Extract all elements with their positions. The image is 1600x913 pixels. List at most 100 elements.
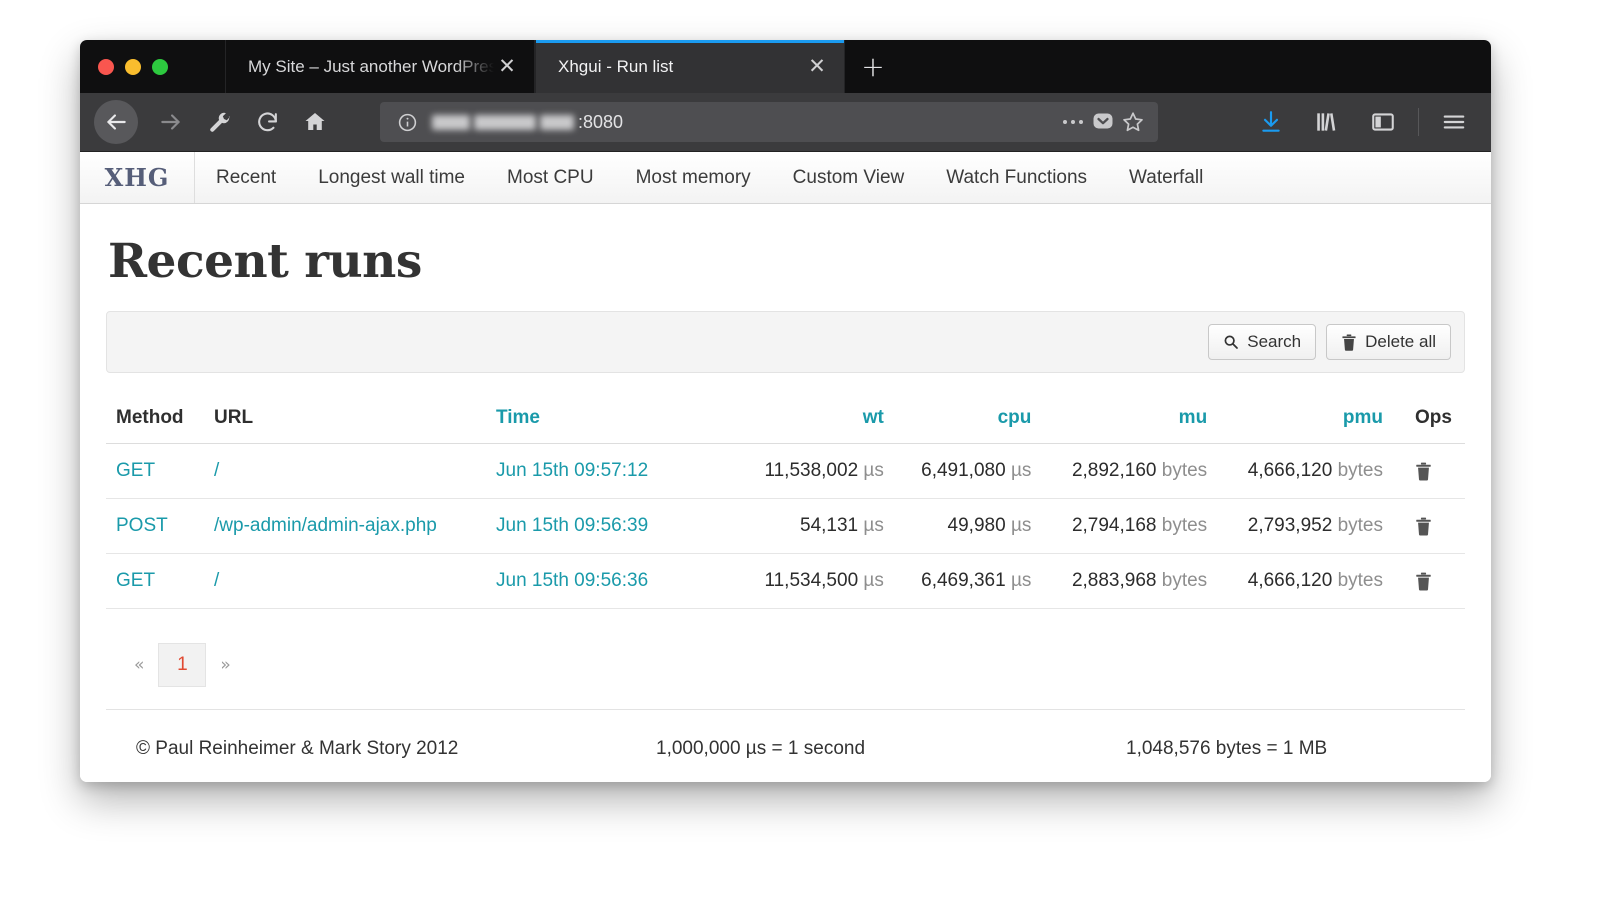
- close-window-button[interactable]: [98, 58, 114, 75]
- cell-ops[interactable]: [1393, 498, 1465, 554]
- cell-cpu: 49,980 µs: [893, 498, 1042, 554]
- search-button[interactable]: Search: [1208, 324, 1317, 360]
- cell-ops[interactable]: [1393, 553, 1465, 609]
- trash-icon[interactable]: [1415, 462, 1455, 481]
- cell-mu: 2,794,168 bytes: [1041, 498, 1218, 554]
- footer-copyright: © Paul Reinheimer & Mark Story 2012: [136, 737, 459, 759]
- cell-cpu: 6,469,361 µs: [893, 553, 1042, 609]
- url-bar[interactable]: :8080: [380, 102, 1158, 142]
- table-row: POST /wp-admin/admin-ajax.php Jun 15th 0…: [106, 498, 1465, 554]
- time-link[interactable]: Jun 15th 09:56:36: [496, 570, 649, 591]
- pagination-page-1[interactable]: 1: [158, 643, 207, 687]
- runs-table-head: Method URL Time wt cpu mu pmu Ops: [106, 397, 1465, 444]
- trash-icon[interactable]: [1415, 572, 1455, 591]
- cell-url: /: [204, 553, 486, 609]
- page-info-icon[interactable]: [392, 107, 422, 137]
- ellipsis-icon[interactable]: [1058, 107, 1088, 137]
- nav-item-recent[interactable]: Recent: [195, 152, 297, 203]
- footer-time-note: 1,000,000 µs = 1 second: [656, 737, 866, 759]
- reload-icon[interactable]: [246, 101, 288, 143]
- close-icon[interactable]: ✕: [498, 54, 516, 78]
- url-text: :8080: [432, 112, 1058, 133]
- nav-item-waterfall[interactable]: Waterfall: [1108, 152, 1224, 203]
- nav-item-watch-functions[interactable]: Watch Functions: [925, 152, 1108, 203]
- forward-icon[interactable]: [150, 101, 192, 143]
- runs-table-body: GET / Jun 15th 09:57:12 11,538,002 µs: [106, 443, 1465, 609]
- nav-item-most-cpu[interactable]: Most CPU: [486, 152, 615, 203]
- column-header-pmu[interactable]: pmu: [1217, 397, 1393, 444]
- pagination-prev[interactable]: «: [134, 655, 145, 675]
- url-port: :8080: [578, 111, 624, 132]
- browser-tab-xhgui[interactable]: Xhgui - Run list ✕: [535, 40, 845, 93]
- close-icon[interactable]: ✕: [808, 54, 826, 78]
- download-icon[interactable]: [1248, 101, 1294, 143]
- pmu-unit: bytes: [1337, 515, 1383, 536]
- browser-toolbar: :8080: [80, 93, 1491, 152]
- column-header-time[interactable]: Time: [486, 397, 736, 444]
- pmu-value: 4,666,120: [1247, 460, 1333, 481]
- column-header-wt[interactable]: wt: [736, 397, 894, 444]
- time-link[interactable]: Jun 15th 09:57:12: [496, 460, 649, 481]
- cell-time: Jun 15th 09:56:36: [486, 553, 736, 609]
- method-link[interactable]: POST: [116, 515, 168, 536]
- column-header-cpu[interactable]: cpu: [893, 397, 1042, 444]
- column-header-method: Method: [106, 397, 204, 444]
- browser-tab-wordpress[interactable]: My Site – Just another WordPress si ✕: [225, 40, 535, 93]
- wrench-icon[interactable]: [198, 101, 240, 143]
- cell-pmu: 4,666,120 bytes: [1217, 553, 1393, 609]
- url-link[interactable]: /: [214, 570, 220, 591]
- url-link[interactable]: /: [214, 460, 220, 481]
- menu-icon[interactable]: [1431, 101, 1477, 143]
- wt-value: 11,534,500: [764, 570, 859, 591]
- cell-pmu: 2,793,952 bytes: [1217, 498, 1393, 554]
- nav-item-custom-view[interactable]: Custom View: [772, 152, 926, 203]
- time-link[interactable]: Jun 15th 09:56:39: [496, 515, 649, 536]
- pagination: « 1 »: [120, 643, 1465, 687]
- method-link[interactable]: GET: [116, 460, 156, 481]
- nav-item-label: Watch Functions: [946, 166, 1088, 188]
- trash-icon: [1341, 333, 1357, 351]
- table-toolbar: Search Delete all: [106, 311, 1465, 373]
- cpu-value: 49,980: [947, 515, 1006, 536]
- pagination-next[interactable]: »: [220, 655, 231, 675]
- pmu-value: 2,793,952: [1247, 515, 1333, 536]
- library-icon[interactable]: [1304, 101, 1350, 143]
- nav-item-label: Most CPU: [507, 166, 594, 188]
- runs-table: Method URL Time wt cpu mu pmu Ops: [106, 397, 1465, 609]
- brand-logo[interactable]: XHG: [80, 152, 195, 203]
- pmu-unit: bytes: [1337, 460, 1383, 481]
- bookmark-star-icon[interactable]: [1118, 107, 1148, 137]
- cell-ops[interactable]: [1393, 443, 1465, 499]
- cpu-value: 6,469,361: [921, 570, 1006, 591]
- wt-value: 54,131: [800, 515, 859, 536]
- url-redacted-block: [474, 114, 536, 130]
- column-header-mu[interactable]: mu: [1041, 397, 1218, 444]
- cpu-unit: µs: [1010, 460, 1032, 481]
- wt-unit: µs: [863, 515, 884, 536]
- maximize-window-button[interactable]: [152, 58, 168, 75]
- home-icon[interactable]: [294, 101, 336, 143]
- nav-item-label: Waterfall: [1129, 166, 1204, 188]
- minimize-window-button[interactable]: [125, 58, 141, 75]
- pocket-icon[interactable]: [1088, 107, 1118, 137]
- mu-unit: bytes: [1161, 515, 1208, 536]
- nav-item-longest-wall-time[interactable]: Longest wall time: [297, 152, 486, 203]
- nav-item-most-memory[interactable]: Most memory: [615, 152, 772, 203]
- cell-wt: 54,131 µs: [736, 498, 894, 554]
- sidebar-icon[interactable]: [1360, 101, 1406, 143]
- column-header-url: URL: [204, 397, 486, 444]
- back-icon[interactable]: [94, 100, 138, 144]
- table-row: GET / Jun 15th 09:57:12 11,538,002 µs: [106, 443, 1465, 499]
- browser-tabstrip: My Site – Just another WordPress si ✕ Xh…: [80, 40, 1491, 93]
- cell-pmu: 4,666,120 bytes: [1217, 443, 1393, 499]
- url-link[interactable]: /wp-admin/admin-ajax.php: [214, 515, 437, 536]
- method-link[interactable]: GET: [116, 570, 156, 591]
- cell-wt: 11,538,002 µs: [736, 443, 894, 499]
- footer-bytes-note: 1,048,576 bytes = 1 MB: [1126, 737, 1328, 759]
- delete-all-button[interactable]: Delete all: [1326, 324, 1451, 360]
- cell-time: Jun 15th 09:56:39: [486, 498, 736, 554]
- new-tab-button[interactable]: +: [845, 40, 901, 93]
- mu-value: 2,794,168: [1071, 515, 1157, 536]
- trash-icon[interactable]: [1415, 517, 1455, 536]
- delete-all-button-label: Delete all: [1365, 332, 1436, 351]
